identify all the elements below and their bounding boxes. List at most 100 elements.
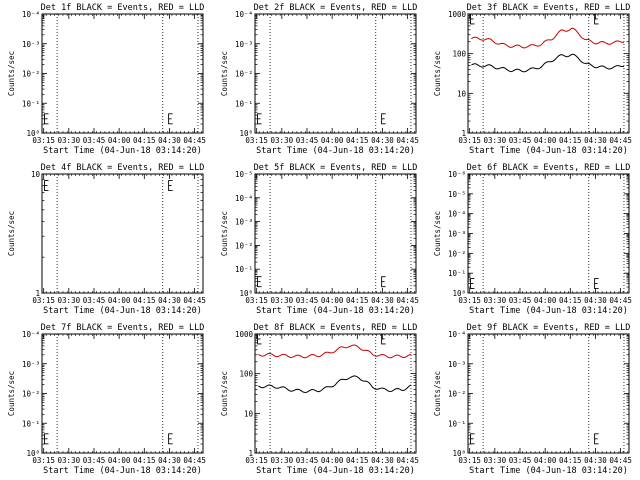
x-tick-label: 04:00 (108, 456, 131, 465)
e-marker-glyph (470, 278, 475, 289)
x-tick-label: 03:15 (32, 456, 55, 465)
y-tick-label: 10⁰ (452, 289, 466, 298)
y-tick-label: 10⁻¹ (448, 419, 466, 428)
y-tick-label: 10⁻⁴ (235, 194, 253, 203)
y-tick-label: 1000 (448, 10, 467, 19)
y-axis-label: Counts/sec (7, 51, 16, 96)
x-tick-label: 03:45 (296, 456, 319, 465)
y-tick-label: 10⁻² (448, 249, 466, 258)
chart-svg: Det 2f BLACK = Events, RED = LLD 10⁰ 10⁻¹ 1… (220, 3, 419, 156)
chart-title: Det 7f BLACK = Events, RED = LLD (41, 323, 205, 333)
y-tick-label: 10⁻³ (22, 40, 40, 49)
y-axis-label: Counts/sec (220, 211, 229, 256)
y-tick-label: 10⁻³ (448, 360, 466, 369)
chart-panel-5: Det 5f BLACK = Events, RED = LLD 10⁰ 10⁻¹ 1… (213, 160, 426, 320)
x-tick-label: 04:15 (559, 456, 582, 465)
x-tick-label: 03:30 (484, 136, 507, 145)
chart-svg: Det 9f BLACK = Events, RED = LLD 10⁰ 10⁻¹ 1… (433, 323, 632, 476)
e-marker-glyph (257, 333, 262, 345)
chart-panel-8: Det 8f BLACK = Events, RED = LLD 1 10 100 10… (213, 320, 426, 480)
plot-frame (41, 173, 204, 294)
x-tick-label: 04:45 (609, 136, 632, 145)
e-marker-glyph (257, 113, 262, 125)
chart-panel-3: Det 3f BLACK = Events, RED = LLD 1 10 100 10… (426, 0, 639, 160)
chart-svg: Det 8f BLACK = Events, RED = LLD 1 10 100 10… (220, 323, 419, 476)
y-tick-label: 10⁻⁴ (448, 210, 466, 219)
y-tick-label: 1 (35, 289, 40, 298)
series-line-events (471, 53, 625, 73)
chart-svg: Det 7f BLACK = Events, RED = LLD 10⁰ 10⁻¹ 1… (7, 323, 206, 476)
chart-title: Det 9f BLACK = Events, RED = LLD (467, 323, 631, 333)
y-tick-label: 10⁻⁴ (235, 10, 253, 19)
x-tick-label: 04:00 (108, 296, 131, 305)
x-tick-label: 03:15 (458, 296, 481, 305)
chart-svg: Det 3f BLACK = Events, RED = LLD 1 10 100 10… (433, 3, 632, 156)
x-tick-label: 04:45 (609, 456, 632, 465)
y-axis-label: Counts/sec (220, 51, 229, 96)
y-tick-label: 10⁻² (448, 390, 466, 399)
x-tick-label: 04:00 (534, 296, 557, 305)
e-marker-glyph (257, 276, 262, 288)
x-tick-label: 04:15 (346, 296, 369, 305)
x-tick-label: 03:45 (509, 136, 532, 145)
x-tick-label: 04:45 (396, 456, 419, 465)
y-tick-label: 10⁻⁴ (22, 330, 40, 339)
series-line-lld (471, 27, 625, 49)
x-tick-label: 04:30 (158, 456, 181, 465)
series-line-lld (258, 344, 412, 359)
x-tick-label: 04:15 (133, 296, 156, 305)
x-tick-label: 03:30 (271, 136, 294, 145)
x-tick-label: 03:45 (296, 136, 319, 145)
y-axis-label: Counts/sec (220, 371, 229, 416)
y-tick-label: 100 (239, 370, 253, 379)
e-marker-glyph (594, 433, 599, 445)
x-tick-label: 03:15 (245, 456, 268, 465)
plot-frame (254, 13, 417, 134)
x-tick-label: 03:15 (245, 136, 268, 145)
x-tick-label: 04:30 (371, 456, 394, 465)
x-tick-label: 04:45 (183, 136, 206, 145)
x-tick-label: 03:30 (58, 296, 81, 305)
x-axis-label: Start Time (04-Jun-18 03:14:20) (256, 146, 415, 156)
x-tick-label: 04:45 (396, 296, 419, 305)
e-marker-glyph (44, 433, 49, 445)
chart-svg: Det 4f BLACK = Events, RED = LLD 1 10 03:15… (7, 163, 206, 316)
y-tick-label: 10 (31, 170, 41, 179)
x-tick-label: 04:30 (584, 296, 607, 305)
x-tick-label: 04:15 (346, 136, 369, 145)
y-tick-label: 1 (248, 449, 253, 458)
x-tick-label: 03:15 (458, 136, 481, 145)
x-tick-label: 04:45 (609, 296, 632, 305)
chart-panel-4: Det 4f BLACK = Events, RED = LLD 1 10 03:15… (0, 160, 213, 320)
y-tick-label: 10⁻² (22, 390, 40, 399)
chart-panel-9: Det 9f BLACK = Events, RED = LLD 10⁰ 10⁻¹ 1… (426, 320, 639, 480)
y-tick-label: 10⁻² (235, 241, 253, 250)
series-line-events (258, 375, 412, 394)
chart-panel-1: Det 1f BLACK = Events, RED = LLD 10⁰ 10⁻¹ 1… (0, 0, 213, 160)
x-axis-label: Start Time (04-Jun-18 03:14:20) (256, 466, 415, 476)
x-tick-label: 04:00 (534, 456, 557, 465)
y-tick-label: 10⁰ (239, 289, 253, 298)
x-tick-label: 03:30 (484, 296, 507, 305)
chart-title: Det 1f BLACK = Events, RED = LLD (41, 3, 205, 13)
e-marker-glyph (470, 13, 475, 25)
x-tick-label: 04:30 (584, 456, 607, 465)
chart-title: Det 5f BLACK = Events, RED = LLD (254, 163, 418, 173)
y-tick-label: 10⁻³ (448, 230, 466, 239)
y-axis-label: Counts/sec (7, 211, 16, 256)
y-tick-label: 10⁻³ (22, 360, 40, 369)
x-tick-label: 04:15 (559, 296, 582, 305)
x-tick-label: 03:15 (32, 136, 55, 145)
y-axis-label: Counts/sec (433, 51, 442, 96)
chart-title: Det 8f BLACK = Events, RED = LLD (254, 323, 418, 333)
y-axis-label: Counts/sec (7, 371, 16, 416)
plot-frame (254, 173, 417, 294)
plot-frame (467, 333, 630, 454)
x-tick-label: 03:30 (271, 296, 294, 305)
chart-panel-2: Det 2f BLACK = Events, RED = LLD 10⁰ 10⁻¹ 1… (213, 0, 426, 160)
y-tick-label: 10⁰ (26, 129, 40, 138)
x-tick-label: 04:00 (321, 456, 344, 465)
y-tick-label: 1000 (235, 330, 254, 339)
x-tick-label: 04:45 (183, 296, 206, 305)
